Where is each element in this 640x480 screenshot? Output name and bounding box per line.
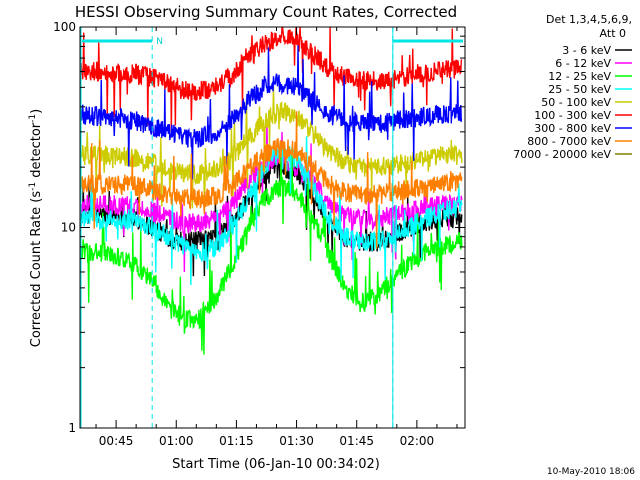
y-tick-label: 1 — [68, 421, 76, 435]
x-tick-label: 01:00 — [159, 434, 194, 448]
legend-header-detectors: Det 1,3,4,5,6,9, — [546, 13, 632, 26]
x-tick-label: 01:15 — [219, 434, 254, 448]
x-tick-label: 00:45 — [99, 434, 134, 448]
x-tick-label: 02:00 — [400, 434, 435, 448]
chart-title: HESSI Observing Summary Count Rates, Cor… — [75, 3, 457, 21]
series-2-line — [80, 120, 463, 273]
x-axis-title: Start Time (06-Jan-10 00:34:02) — [172, 457, 380, 472]
legend-entry-label: 3 - 6 keV — [562, 44, 611, 57]
series-layer — [80, 26, 463, 355]
series-5-line — [80, 86, 463, 209]
series-8-line — [80, 111, 463, 249]
night-marker-label: N — [156, 37, 163, 47]
legend-entry-label: 300 - 800 keV — [534, 122, 611, 135]
y-tick-label: 10 — [61, 221, 76, 235]
legend-entry-label: 25 - 50 keV — [548, 83, 611, 96]
series-3-line — [80, 148, 463, 355]
y-axis-title: Corrected Count Rate (s-1 detector-1) — [28, 109, 44, 347]
legend-entry-label: 6 - 12 keV — [555, 57, 611, 70]
legend-entry-label: 100 - 300 keV — [534, 109, 611, 122]
x-tick-label: 01:30 — [279, 434, 314, 448]
x-tick-label: 01:45 — [339, 434, 374, 448]
y-tick-label: 100 — [53, 20, 76, 34]
legend-header-attenuator: Att 0 — [600, 27, 626, 40]
series-4-line — [80, 136, 463, 285]
legend-entry-label: 12 - 25 keV — [548, 70, 611, 83]
axis-layer: 1 10 100 00:45 01:00 01:15 01:30 01:45 02:00 — [53, 20, 465, 448]
date-stamp: 10-May-2010 18:06 — [547, 467, 635, 477]
legend-entry-label: 800 - 7000 keV — [527, 135, 611, 148]
series-6-line — [80, 26, 463, 132]
legend-entry-label: 50 - 100 keV — [541, 96, 611, 109]
legend-entry-label: 7000 - 20000 keV — [513, 148, 611, 161]
series-7-line — [80, 45, 463, 180]
